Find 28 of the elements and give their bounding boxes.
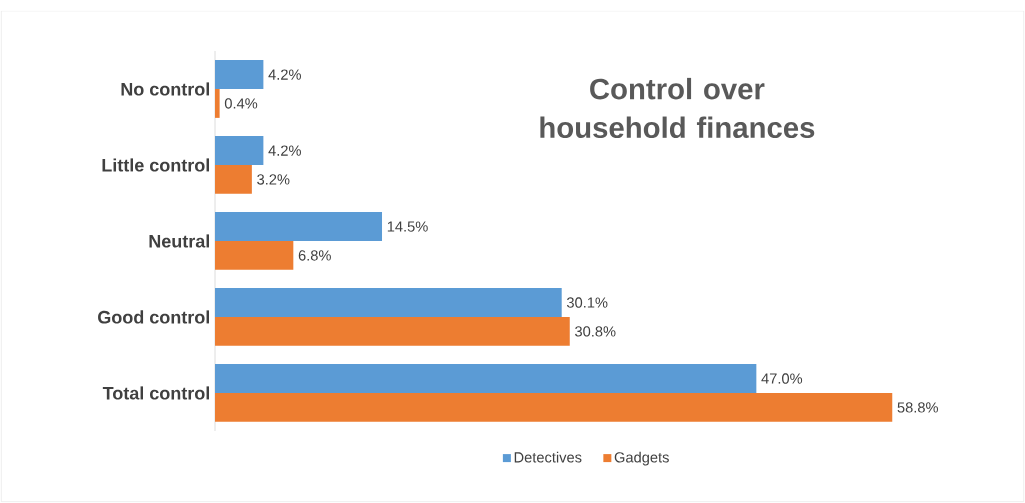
bar (215, 164, 252, 194)
data-label: 30.8% (575, 326, 616, 337)
bar (215, 89, 220, 118)
y-tick-label: Good control (98, 310, 210, 324)
y-tick-label: No control (121, 82, 210, 96)
data-label: 4.2% (268, 69, 301, 80)
data-label: 47.0% (761, 373, 803, 384)
data-label: 0.4% (224, 98, 258, 109)
y-tick-label: Little control (102, 158, 210, 172)
legend-label: Detectives (514, 451, 582, 463)
data-label: 3.2% (257, 174, 290, 185)
bar (215, 212, 383, 241)
bar (215, 240, 294, 270)
bar (215, 392, 893, 422)
bar (215, 364, 757, 393)
legend-label: Gadgets (614, 451, 669, 466)
data-label: 6.8% (298, 250, 331, 261)
data-label: 58.8% (897, 402, 939, 413)
bar (215, 288, 562, 317)
text: Control over household finances (540, 77, 815, 139)
y-tick-label: Neutral (149, 234, 210, 248)
bar (215, 316, 570, 346)
y-tick-label: Total control (102, 386, 210, 400)
data-label: 4.2% (268, 145, 301, 156)
bar (215, 60, 264, 89)
bar (215, 136, 264, 165)
data-label: 30.1% (566, 297, 608, 308)
data-label: 14.5% (387, 221, 428, 232)
